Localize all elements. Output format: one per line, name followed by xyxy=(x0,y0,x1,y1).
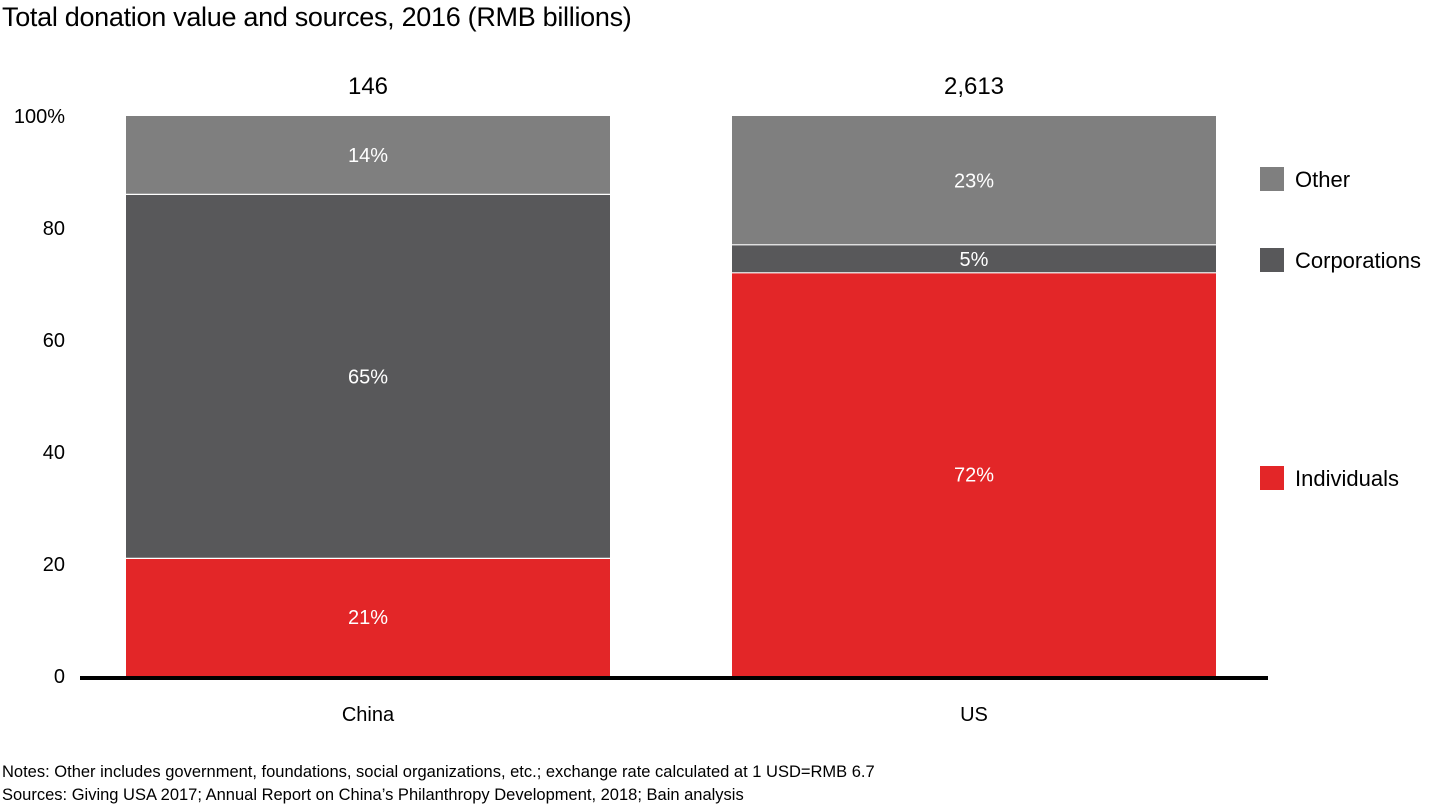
bar-segment-corporations xyxy=(126,194,610,559)
bars-group: 21% 65% 14% 146 72% 5% 23% 2,613 xyxy=(126,73,1216,676)
data-label: 65% xyxy=(348,366,388,388)
y-tick-label: 80 xyxy=(43,218,65,240)
data-label: 5% xyxy=(960,249,989,271)
data-label: 72% xyxy=(954,464,994,486)
data-label: 23% xyxy=(954,170,994,192)
bar-segment-other xyxy=(126,116,610,195)
y-tick-label: 60 xyxy=(43,330,65,352)
bar-segment-individuals xyxy=(732,272,1216,676)
bar-total-label: 2,613 xyxy=(944,73,1004,100)
data-label: 14% xyxy=(348,145,388,167)
notes-block: Notes: Other includes government, founda… xyxy=(2,761,875,807)
notes-text: Notes: Other includes government, founda… xyxy=(2,763,875,781)
data-label: 21% xyxy=(348,607,388,629)
bar-total-label: 146 xyxy=(348,73,388,100)
bar-segment-individuals xyxy=(126,558,610,676)
x-tick-label: US xyxy=(960,704,988,726)
y-tick-label: 100% xyxy=(14,106,65,128)
legend: Other Corporations Individuals xyxy=(1260,167,1421,491)
legend-swatch-other xyxy=(1260,167,1284,191)
bar-segment-other xyxy=(732,116,1216,245)
x-axis-labels: China US xyxy=(342,704,988,726)
legend-swatch-individuals xyxy=(1260,466,1284,490)
legend-label-corporations: Corporations xyxy=(1295,248,1421,273)
y-tick-label: 0 xyxy=(54,666,65,688)
legend-label-other: Other xyxy=(1295,167,1350,192)
legend-swatch-corporations xyxy=(1260,248,1284,272)
chart-title: Total donation value and sources, 2016 (… xyxy=(2,2,632,32)
x-tick-label: China xyxy=(342,704,395,726)
legend-label-individuals: Individuals xyxy=(1295,466,1399,491)
sources-text: Sources: Giving USA 2017; Annual Report … xyxy=(2,786,744,804)
bar-segment-corporations xyxy=(732,244,1216,273)
y-tick-label: 40 xyxy=(43,442,65,464)
y-tick-label: 20 xyxy=(43,554,65,576)
y-axis: 0 20 40 60 80 100% xyxy=(14,106,65,688)
